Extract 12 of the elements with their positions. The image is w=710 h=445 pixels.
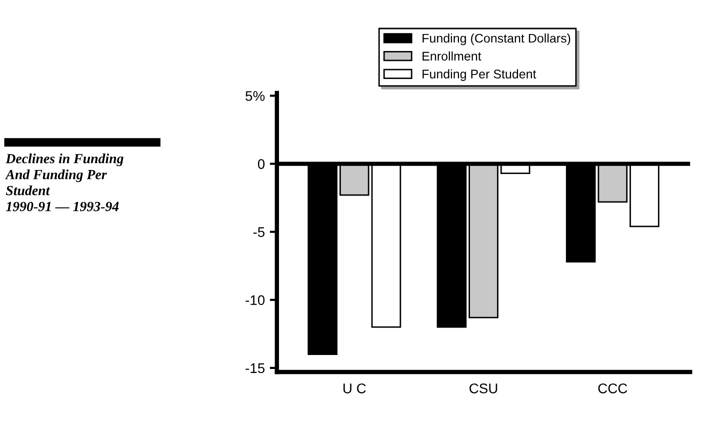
y-tick-label: 5% <box>246 91 265 101</box>
text: Declines in Funding And Funding Per Student 1990-91 — 1993-94 <box>4 154 124 212</box>
x-tick-label: CSU <box>470 384 498 394</box>
legend-label: Funding (Constant Dollars) <box>422 34 570 46</box>
legend-label: Funding Per Student <box>422 69 536 81</box>
y-tick-label: 0 <box>258 159 265 169</box>
y-tick-label: -5 <box>253 227 265 237</box>
legend-label: Enrollment <box>422 51 482 61</box>
y-tick-label: -10 <box>246 295 265 306</box>
y-tick-label: -15 <box>246 363 265 374</box>
x-tick-label: U C <box>343 384 366 394</box>
x-tick-label: CCC <box>598 384 628 394</box>
